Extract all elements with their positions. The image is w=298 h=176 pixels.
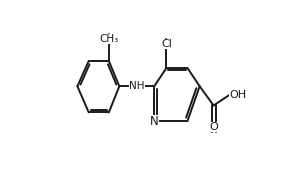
Text: N: N bbox=[150, 115, 159, 128]
Text: NH: NH bbox=[129, 81, 145, 91]
Text: Cl: Cl bbox=[161, 39, 172, 49]
Text: OH: OH bbox=[229, 90, 246, 100]
Text: CH₃: CH₃ bbox=[99, 34, 119, 44]
Text: O: O bbox=[209, 122, 218, 132]
